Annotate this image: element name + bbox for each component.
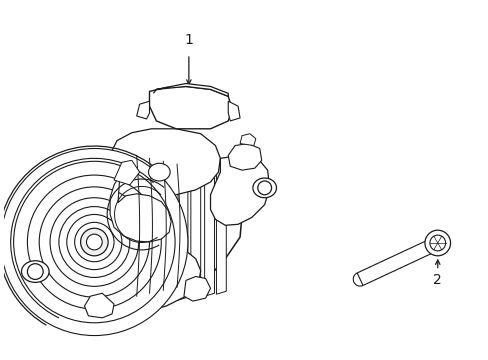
- Polygon shape: [356, 238, 437, 285]
- Polygon shape: [178, 158, 187, 300]
- Text: 2: 2: [432, 273, 441, 287]
- Circle shape: [75, 222, 114, 262]
- Polygon shape: [228, 101, 240, 121]
- Circle shape: [81, 228, 108, 256]
- Polygon shape: [114, 160, 140, 185]
- Polygon shape: [110, 175, 171, 242]
- Circle shape: [429, 235, 445, 251]
- Polygon shape: [165, 156, 175, 302]
- Text: 1: 1: [184, 33, 193, 47]
- Polygon shape: [110, 129, 220, 195]
- Circle shape: [257, 181, 271, 195]
- Polygon shape: [183, 276, 210, 301]
- Polygon shape: [240, 134, 255, 145]
- Circle shape: [27, 175, 161, 309]
- Ellipse shape: [148, 163, 170, 181]
- Polygon shape: [25, 145, 242, 316]
- Circle shape: [424, 230, 449, 256]
- Circle shape: [86, 234, 102, 250]
- Polygon shape: [216, 164, 226, 294]
- Circle shape: [1, 148, 187, 336]
- Circle shape: [59, 207, 129, 278]
- Circle shape: [67, 215, 122, 270]
- Polygon shape: [137, 101, 149, 119]
- Polygon shape: [190, 160, 200, 298]
- Polygon shape: [228, 144, 261, 170]
- Circle shape: [39, 187, 149, 297]
- Polygon shape: [141, 152, 150, 306]
- Circle shape: [27, 264, 43, 279]
- Polygon shape: [210, 156, 269, 225]
- Ellipse shape: [252, 178, 276, 198]
- Polygon shape: [149, 86, 232, 129]
- Polygon shape: [153, 154, 163, 304]
- Circle shape: [50, 198, 139, 286]
- Circle shape: [14, 161, 175, 323]
- Ellipse shape: [21, 261, 49, 282]
- Polygon shape: [97, 247, 200, 316]
- Polygon shape: [84, 293, 114, 318]
- Polygon shape: [204, 162, 214, 296]
- Polygon shape: [153, 84, 228, 96]
